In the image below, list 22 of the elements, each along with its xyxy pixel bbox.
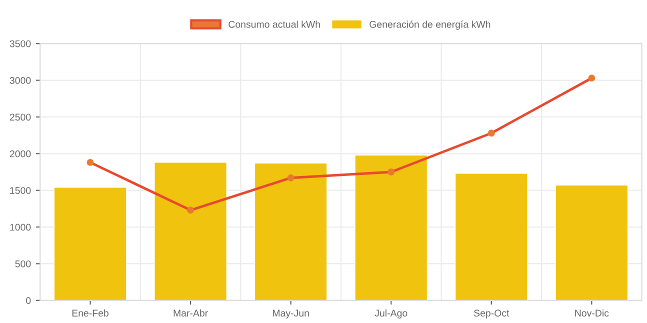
x-tick-label: Mar-Abr: [174, 309, 208, 317]
bar: [354, 154, 428, 300]
x-tick-label: May-Jun: [272, 310, 309, 318]
bar: [54, 187, 127, 300]
x-tick-label: Sep-Oct: [474, 310, 510, 318]
y-tick-label: 2000: [10, 150, 31, 158]
legend-label: Generación de energía kWh: [370, 20, 490, 30]
bar: [154, 162, 227, 300]
y-tick-label: 0: [26, 297, 31, 304]
y-tick-label: 1000: [10, 224, 31, 231]
x-tick-label: Ene-Feb: [72, 309, 108, 317]
bar: [254, 162, 328, 300]
y-tick-label: 3000: [10, 77, 31, 84]
y-tick-label: 1500: [10, 187, 31, 194]
y-tick-label: 500: [15, 260, 31, 268]
legend-label: Consumo actual kWh: [228, 20, 320, 28]
bar: [555, 184, 628, 300]
y-tick-label: 2500: [10, 114, 31, 121]
x-tick-label: Nov-Dic: [575, 309, 609, 317]
y-tick-label: 3500: [10, 40, 31, 48]
x-tick-label: Jul-Ago: [374, 309, 408, 318]
bar: [454, 173, 528, 300]
